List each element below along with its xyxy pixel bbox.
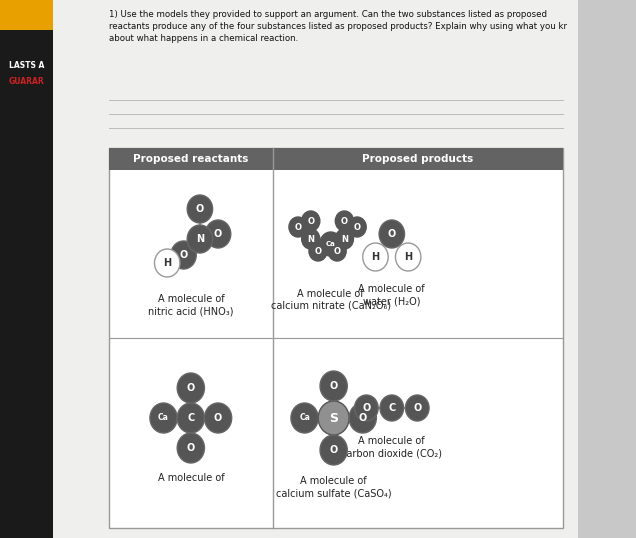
Text: GUARAR: GUARAR [8,77,45,87]
Text: O: O [329,445,338,455]
Circle shape [171,241,197,269]
Text: A molecule of: A molecule of [300,476,367,486]
Bar [0,0,53,30]
Text: N: N [341,235,348,244]
Circle shape [289,217,307,237]
Circle shape [318,401,349,435]
Circle shape [363,243,388,271]
Circle shape [177,433,204,463]
Circle shape [155,249,180,277]
Text: Ca: Ca [299,414,310,422]
Text: Proposed products: Proposed products [363,154,474,164]
Text: C: C [388,403,396,413]
Circle shape [348,217,366,237]
Circle shape [335,229,354,249]
Text: O: O [315,246,322,256]
Circle shape [177,373,204,403]
Text: H: H [404,252,412,262]
Bar [109,148,273,170]
Circle shape [187,195,212,223]
Text: nitric acid (HNO₃): nitric acid (HNO₃) [148,306,233,316]
Circle shape [379,220,404,248]
Bar [0,30,53,538]
Text: carbon dioxide (CO₂): carbon dioxide (CO₂) [342,448,442,458]
Text: O: O [359,413,367,423]
Text: O: O [413,403,422,413]
Text: S: S [329,412,338,424]
Text: O: O [294,223,301,231]
Text: 1) Use the models they provided to support an argument. Can the two substances l: 1) Use the models they provided to suppo… [109,10,547,19]
Circle shape [291,403,318,433]
Text: A molecule of: A molecule of [158,294,224,304]
Text: O: O [334,246,341,256]
Text: LASTS A: LASTS A [9,60,44,69]
Circle shape [301,211,320,231]
Text: O: O [329,381,338,391]
Text: Ca: Ca [326,241,336,247]
Circle shape [354,395,378,421]
Text: O: O [354,223,361,231]
Text: calcium nitrate (CaN₂O₆): calcium nitrate (CaN₂O₆) [271,301,391,311]
Text: Ca: Ca [158,414,169,422]
Circle shape [380,395,404,421]
Text: C: C [187,413,195,423]
Text: O: O [307,216,314,225]
Text: N: N [307,235,314,244]
Circle shape [396,243,421,271]
Text: O: O [214,229,222,239]
Text: A molecule of: A molecule of [158,473,224,483]
Text: about what happens in a chemical reaction.: about what happens in a chemical reactio… [109,34,298,43]
Text: N: N [196,234,204,244]
Text: O: O [179,250,188,260]
Bar [109,148,563,528]
Circle shape [177,403,204,433]
Circle shape [187,225,212,253]
Text: O: O [187,383,195,393]
Circle shape [349,403,377,433]
Text: A molecule of: A molecule of [359,436,425,446]
Circle shape [320,232,342,256]
Circle shape [328,241,346,261]
Text: O: O [388,229,396,239]
Circle shape [205,220,231,248]
Text: A molecule of: A molecule of [298,289,364,299]
Text: O: O [187,443,195,453]
Circle shape [320,435,347,465]
Circle shape [309,241,327,261]
Circle shape [204,403,232,433]
Text: O: O [341,216,348,225]
Circle shape [335,211,354,231]
Circle shape [150,403,177,433]
Text: H: H [163,258,171,268]
Text: water (H₂O): water (H₂O) [363,296,420,306]
Text: H: H [371,252,380,262]
Text: O: O [363,403,371,413]
Text: calcium sulfate (CaSO₄): calcium sulfate (CaSO₄) [276,488,392,498]
Text: O: O [214,413,222,423]
Text: reactants produce any of the four substances listed as proposed products? Explai: reactants produce any of the four substa… [109,22,567,31]
Circle shape [405,395,429,421]
Circle shape [301,229,320,249]
Circle shape [320,371,347,401]
Text: Proposed reactants: Proposed reactants [133,154,249,164]
Text: O: O [196,204,204,214]
Text: A molecule of: A molecule of [359,284,425,294]
Bar [273,148,563,170]
